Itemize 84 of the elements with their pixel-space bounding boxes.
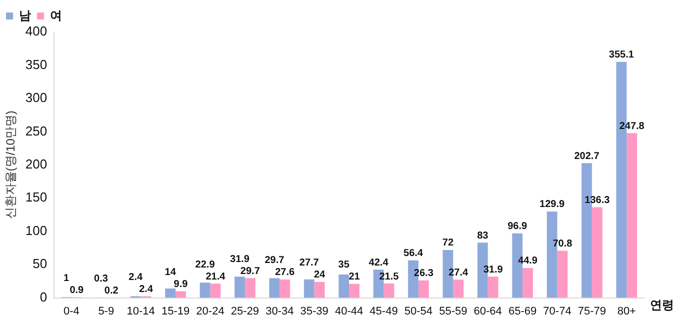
y-tick-label: 50 — [32, 256, 48, 272]
data-label: 2.4 — [128, 272, 144, 283]
data-label: 27.6 — [275, 267, 296, 278]
bar — [384, 284, 394, 298]
x-tick-label: 30-34 — [266, 305, 294, 318]
data-label: 35 — [338, 260, 350, 271]
bar — [234, 276, 245, 298]
y-tick-label: 200 — [25, 156, 48, 172]
y-tick-label: 100 — [25, 222, 48, 238]
data-label: 27.7 — [299, 258, 320, 269]
x-tick-label: 50-54 — [404, 305, 433, 318]
x-tick-label: 45-49 — [370, 305, 398, 318]
x-tick-label: 40-44 — [334, 305, 364, 318]
data-label: 0.2 — [104, 285, 119, 296]
x-tick-label: 35-39 — [300, 305, 328, 318]
data-label: 29.7 — [264, 255, 285, 266]
data-label: 72 — [442, 238, 454, 249]
legend-label: 남 — [19, 8, 31, 22]
bar — [165, 288, 176, 298]
x-tick-label: 25-29 — [230, 305, 260, 318]
x-tick-label: 0-4 — [63, 305, 80, 318]
bar — [176, 291, 186, 298]
bar — [200, 282, 210, 298]
y-tick-label: 400 — [25, 24, 48, 39]
bar — [592, 207, 602, 298]
x-tick-label: 10-14 — [126, 305, 155, 318]
bar — [304, 279, 314, 298]
data-label: 42.4 — [368, 257, 389, 268]
bar — [314, 282, 325, 298]
data-label: 24 — [314, 270, 326, 281]
bar — [280, 279, 290, 298]
data-label: 31.9 — [230, 254, 250, 265]
legend-label: 여 — [50, 8, 62, 22]
x-tick-label: 60-64 — [474, 305, 502, 318]
data-label: 129.9 — [540, 199, 565, 210]
data-label: 21.5 — [379, 271, 400, 282]
data-label: 9.9 — [174, 278, 188, 290]
y-tick-label: 150 — [25, 190, 48, 205]
x-tick-label: 75-79 — [578, 305, 606, 318]
data-label: 31.9 — [483, 264, 504, 276]
data-label: 202.7 — [574, 150, 600, 162]
data-label: 0.3 — [94, 273, 108, 284]
bar — [338, 274, 350, 298]
x-tick-label: 15-19 — [161, 305, 190, 318]
bar — [557, 250, 568, 298]
bar — [349, 284, 360, 298]
bar — [210, 284, 221, 298]
data-label: 22.9 — [195, 259, 216, 270]
bar — [626, 133, 638, 298]
x-tick-label: 65-69 — [508, 305, 537, 318]
x-tick-label: 5-9 — [98, 305, 114, 318]
y-tick-label: 250 — [25, 123, 48, 138]
data-label: 247.8 — [619, 120, 645, 132]
data-label: 21 — [348, 272, 360, 283]
data-label: 1 — [63, 272, 70, 284]
data-label: 355.1 — [608, 50, 634, 61]
bar — [269, 278, 280, 298]
y-tick-label: 300 — [25, 90, 48, 106]
bar — [453, 280, 464, 298]
x-tick-label: 70-74 — [543, 305, 572, 318]
data-label: 70.8 — [552, 238, 573, 250]
bar — [522, 268, 533, 298]
x-tick-label: 80+ — [617, 305, 636, 318]
bar — [244, 278, 256, 298]
data-label: 136.3 — [584, 194, 610, 206]
x-axis-title: 연령 — [650, 298, 674, 312]
y-tick-label: 350 — [25, 56, 48, 72]
data-label: 44.9 — [518, 256, 538, 267]
x-tick-label: 55-59 — [439, 305, 468, 318]
data-label: 26.3 — [414, 268, 434, 280]
bar — [488, 276, 498, 298]
y-axis-title: 신환자율(명/10만명) — [4, 110, 18, 220]
data-label: 96.9 — [508, 221, 528, 232]
data-label: 27.4 — [448, 267, 469, 278]
x-tick-label: 20-24 — [196, 305, 224, 318]
y-tick-label: 0 — [40, 289, 48, 304]
data-label: 2.4 — [139, 284, 154, 295]
data-label: 56.4 — [404, 248, 424, 260]
data-label: 29.7 — [240, 266, 260, 277]
data-label: 0.9 — [70, 284, 84, 296]
data-label: 14 — [164, 266, 176, 278]
bar — [418, 280, 429, 298]
data-label: 21.4 — [206, 271, 226, 282]
data-label: 83 — [477, 230, 489, 242]
